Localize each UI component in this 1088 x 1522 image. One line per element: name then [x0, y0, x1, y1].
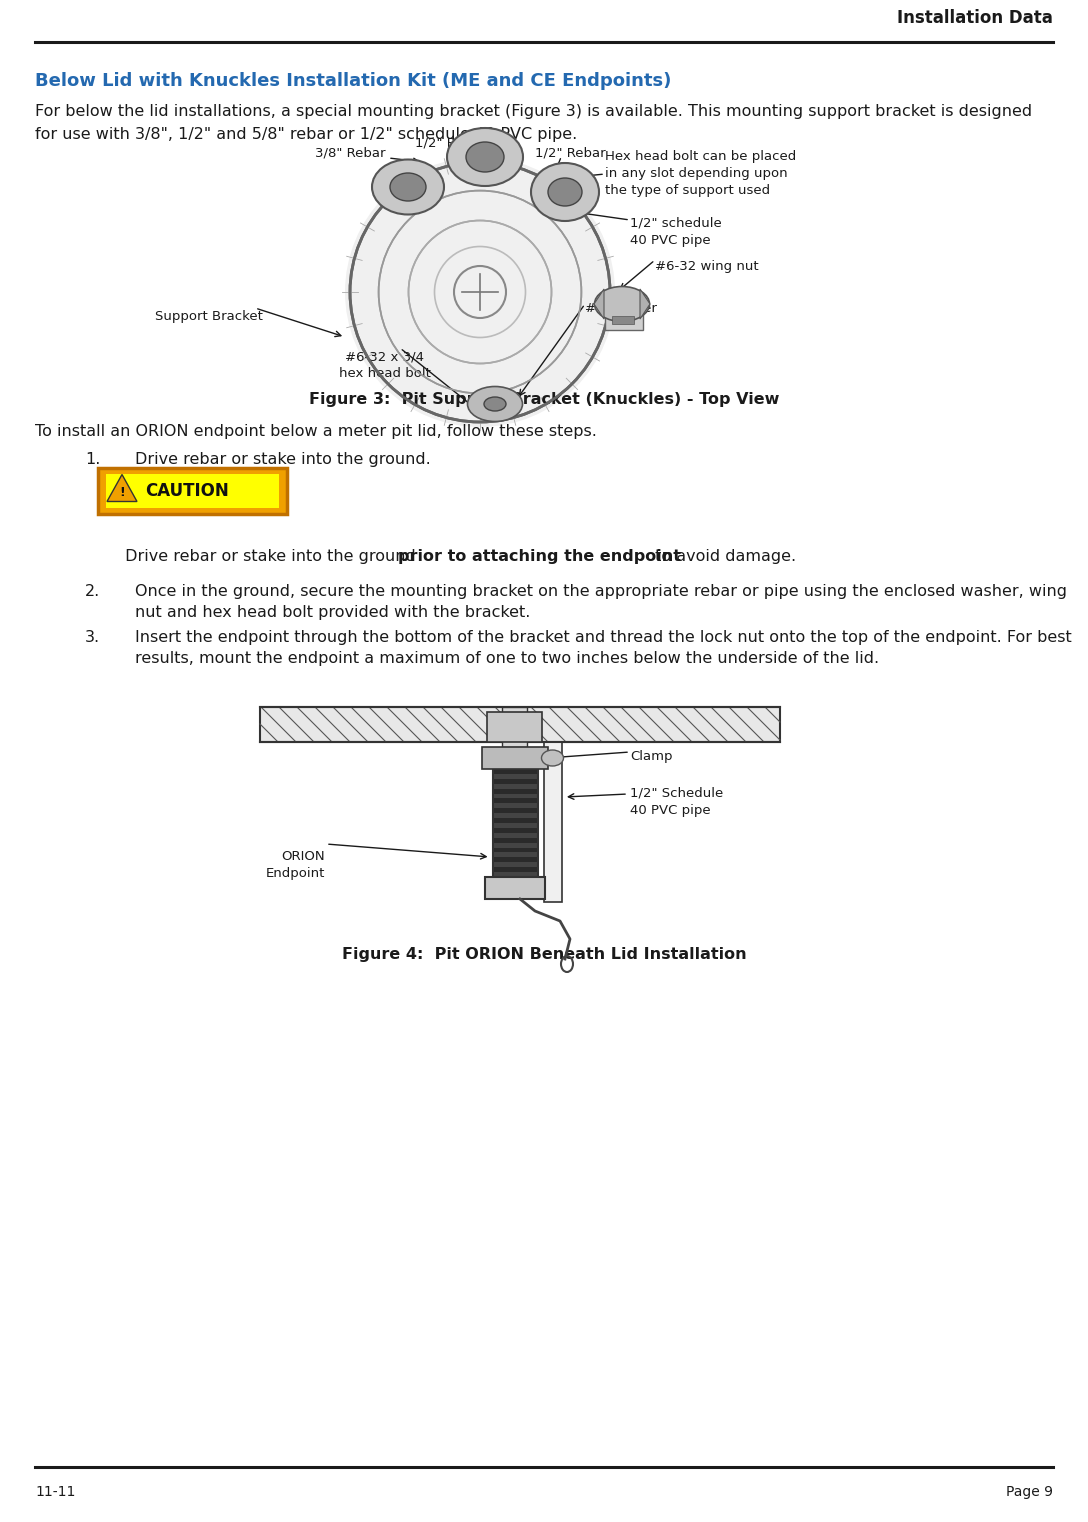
- Text: Drive rebar or stake into the ground.: Drive rebar or stake into the ground.: [135, 452, 431, 467]
- Ellipse shape: [548, 178, 582, 205]
- Text: 3.: 3.: [85, 630, 100, 645]
- Bar: [487, 712, 543, 743]
- Text: #6-32 x 3/4
hex head bolt: #6-32 x 3/4 hex head bolt: [339, 350, 431, 380]
- Text: For below the lid installations, a special mounting bracket (Figure 3) is availa: For below the lid installations, a speci…: [35, 103, 1033, 119]
- Bar: [544, 743, 562, 903]
- Text: !: !: [119, 487, 125, 499]
- Bar: [485, 877, 545, 900]
- Ellipse shape: [542, 750, 564, 766]
- Ellipse shape: [468, 387, 522, 422]
- Bar: [493, 769, 537, 877]
- Text: 1/2" Rebar: 1/2" Rebar: [415, 129, 485, 151]
- Bar: [493, 808, 537, 813]
- Bar: [493, 863, 537, 868]
- Bar: [482, 747, 547, 769]
- Bar: [493, 819, 537, 823]
- Polygon shape: [107, 475, 137, 502]
- Text: To install an ORION endpoint below a meter pit lid, follow these steps.: To install an ORION endpoint below a met…: [35, 425, 597, 438]
- Bar: [493, 833, 537, 837]
- Bar: [493, 843, 537, 848]
- Text: 2.: 2.: [85, 584, 100, 600]
- Bar: [493, 837, 537, 843]
- Polygon shape: [640, 289, 650, 320]
- Text: prior to attaching the endpoint: prior to attaching the endpoint: [398, 549, 681, 565]
- Text: Once in the ground, secure the mounting bracket on the appropriate rebar or pipe: Once in the ground, secure the mounting …: [135, 584, 1067, 619]
- Bar: [493, 868, 537, 872]
- Bar: [493, 872, 537, 877]
- Bar: [260, 708, 780, 743]
- Bar: [493, 799, 537, 804]
- Text: 3/8" Rebar: 3/8" Rebar: [314, 148, 419, 163]
- Text: ORION
Endpoint: ORION Endpoint: [265, 849, 325, 880]
- Bar: [493, 848, 537, 852]
- Polygon shape: [594, 289, 604, 320]
- Text: Page 9: Page 9: [1006, 1485, 1053, 1499]
- Text: 1/2" schedule
40 PVC pipe: 1/2" schedule 40 PVC pipe: [630, 218, 721, 247]
- Text: Below Lid with Knuckles Installation Kit (ME and CE Endpoints): Below Lid with Knuckles Installation Kit…: [35, 72, 671, 90]
- Text: Installation Data: Installation Data: [898, 9, 1053, 27]
- Text: Lock Nut: Lock Nut: [630, 717, 688, 731]
- Text: Figure 4:  Pit ORION Beneath Lid Installation: Figure 4: Pit ORION Beneath Lid Installa…: [342, 947, 746, 962]
- Text: #6 washer: #6 washer: [585, 301, 657, 315]
- Bar: [503, 708, 528, 747]
- Text: Figure 3:  Pit Support Bracket (Knuckles) - Top View: Figure 3: Pit Support Bracket (Knuckles)…: [309, 393, 779, 406]
- Text: for use with 3/8", 1/2" and 5/8" rebar or 1/2" schedule 40 PVC pipe.: for use with 3/8", 1/2" and 5/8" rebar o…: [35, 126, 578, 142]
- Text: 1/2" Schedule
40 PVC pipe: 1/2" Schedule 40 PVC pipe: [630, 787, 724, 817]
- Bar: [493, 779, 537, 784]
- Text: to avoid damage.: to avoid damage.: [650, 549, 796, 565]
- Text: #6-32 wing nut: #6-32 wing nut: [655, 260, 758, 272]
- Bar: [493, 852, 537, 857]
- Circle shape: [345, 157, 615, 428]
- Bar: [493, 857, 537, 863]
- Bar: [493, 773, 537, 779]
- Ellipse shape: [531, 163, 599, 221]
- Ellipse shape: [466, 142, 504, 172]
- Ellipse shape: [372, 160, 444, 215]
- Text: Drive rebar or stake into the ground: Drive rebar or stake into the ground: [120, 549, 421, 565]
- Ellipse shape: [484, 397, 506, 411]
- Bar: [493, 769, 537, 773]
- Bar: [493, 813, 537, 819]
- Bar: [605, 312, 643, 330]
- Bar: [493, 804, 537, 808]
- Text: 1.: 1.: [85, 452, 100, 467]
- FancyBboxPatch shape: [98, 467, 287, 514]
- Ellipse shape: [447, 128, 523, 186]
- Ellipse shape: [594, 286, 650, 321]
- Bar: [493, 784, 537, 788]
- Text: Clamp: Clamp: [630, 750, 672, 763]
- Text: Meter Pit Lid: Meter Pit Lid: [260, 724, 344, 737]
- Text: Hex head bolt can be placed
in any slot depending upon
the type of support used: Hex head bolt can be placed in any slot …: [605, 151, 796, 196]
- Bar: [493, 788, 537, 793]
- Text: Insert the endpoint through the bottom of the bracket and thread the lock nut on: Insert the endpoint through the bottom o…: [135, 630, 1072, 667]
- Bar: [493, 828, 537, 833]
- FancyBboxPatch shape: [106, 473, 279, 508]
- Text: Support Bracket: Support Bracket: [154, 310, 263, 323]
- Bar: [493, 823, 537, 828]
- Bar: [611, 317, 634, 324]
- Ellipse shape: [390, 174, 426, 201]
- Text: CAUTION: CAUTION: [145, 482, 228, 501]
- Text: 11-11: 11-11: [35, 1485, 75, 1499]
- Text: 1/2" Rebar: 1/2" Rebar: [535, 148, 606, 164]
- Bar: [493, 793, 537, 799]
